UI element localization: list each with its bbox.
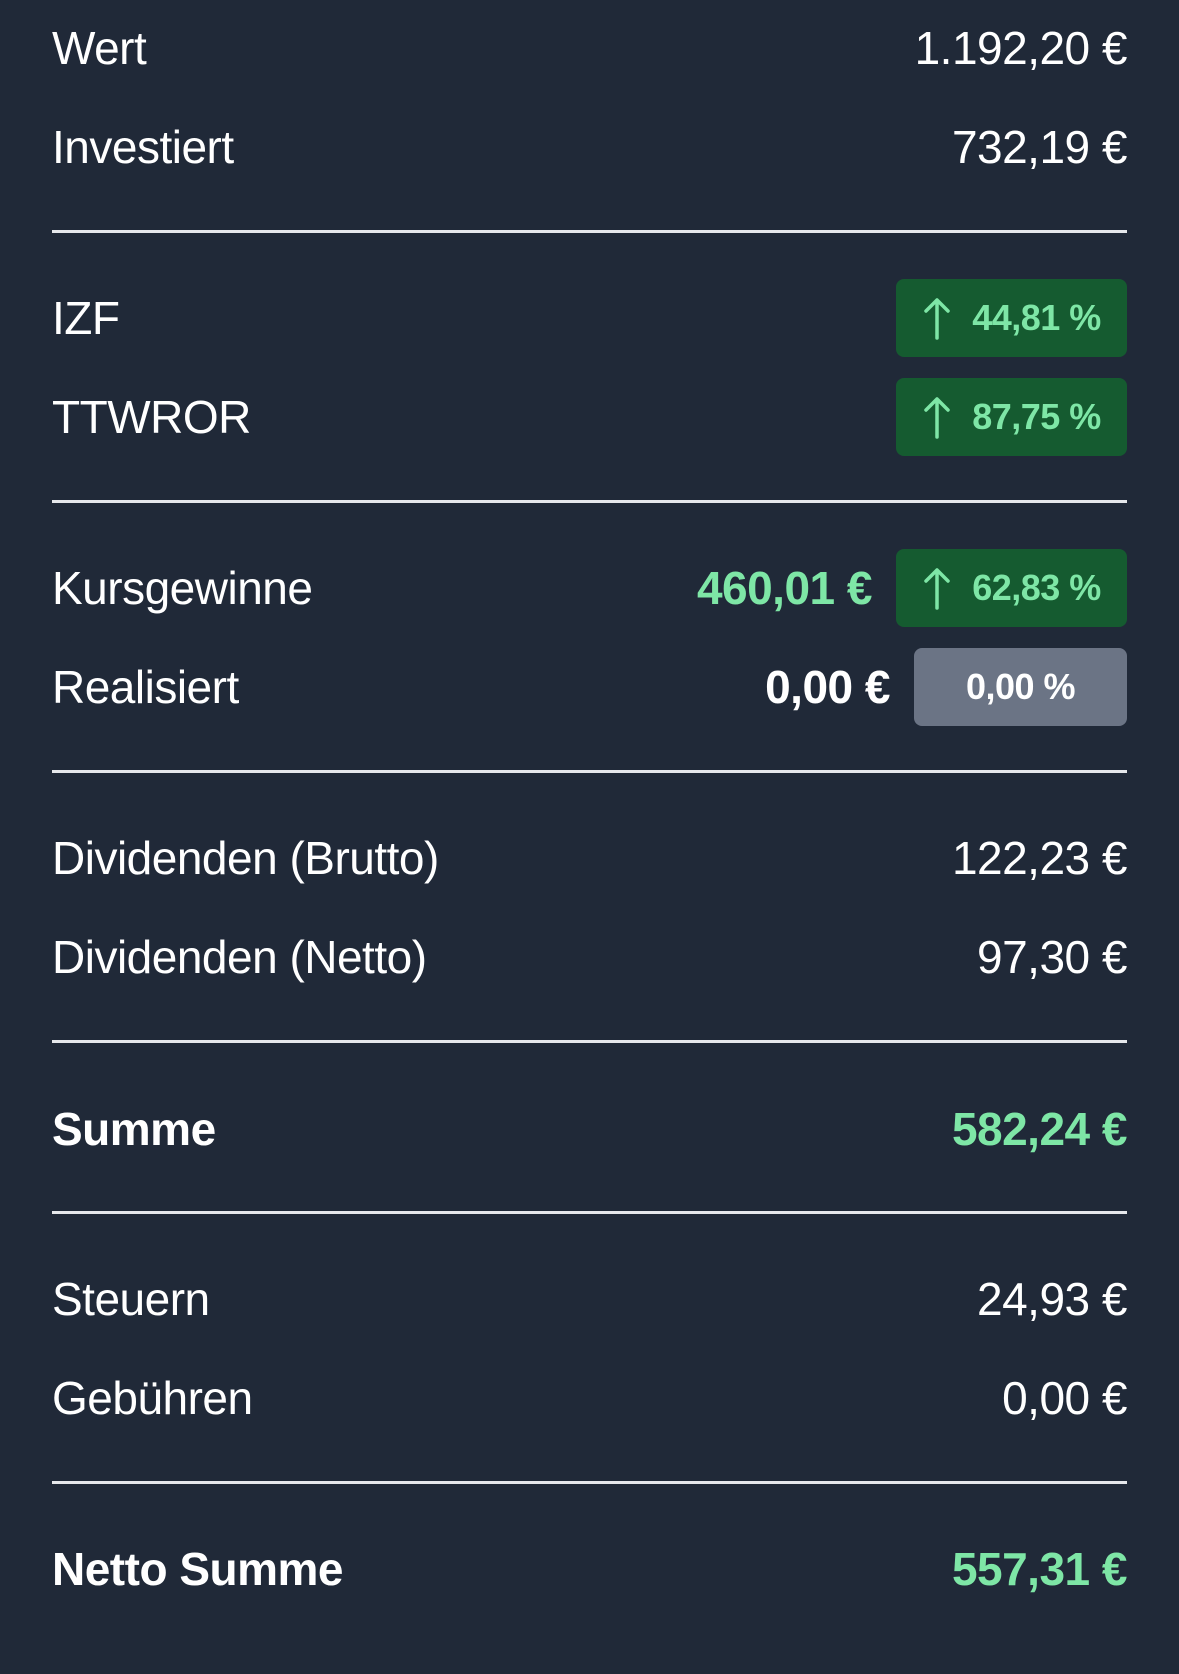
izf-percent: 44,81 % — [972, 297, 1101, 338]
dividenden-netto-label: Dividenden (Netto) — [52, 931, 427, 983]
divider — [52, 770, 1127, 773]
row-dividenden-netto: Dividenden (Netto) 97,30 € — [52, 915, 1127, 999]
divider — [52, 1481, 1127, 1484]
row-realisiert: Realisiert 0,00 € 0,00 % — [52, 645, 1127, 729]
row-kursgewinne: Kursgewinne 460,01 € 62,83 % — [52, 546, 1127, 630]
steuern-label: Steuern — [52, 1273, 210, 1325]
ttwror-label: TTWROR — [52, 391, 251, 443]
gebuehren-value: 0,00 € — [1002, 1372, 1127, 1424]
ttwror-percent: 87,75 % — [972, 396, 1101, 437]
summe-value: 582,24 € — [951, 1103, 1128, 1155]
kursgewinne-percent: 62,83 % — [972, 567, 1101, 608]
arrow-up-icon — [924, 397, 950, 439]
kursgewinne-value: 460,01 € — [696, 562, 873, 614]
arrow-up-icon — [924, 298, 950, 340]
izf-label: IZF — [52, 292, 120, 344]
ttwror-badge: 87,75 % — [896, 378, 1127, 456]
row-izf: IZF 44,81 % — [52, 276, 1127, 360]
row-summe: Summe 582,24 € — [52, 1087, 1128, 1171]
netto-summe-label: Netto Summe — [52, 1543, 343, 1595]
realisiert-badge: 0,00 % — [914, 648, 1127, 726]
realisiert-percent: 0,00 % — [965, 666, 1076, 707]
summe-label: Summe — [52, 1103, 216, 1155]
investiert-value: 732,19 € — [951, 121, 1128, 173]
gebuehren-label: Gebühren — [52, 1372, 253, 1424]
kursgewinne-values: 460,01 € 62,83 % — [697, 549, 1127, 627]
row-dividenden-brutto: Dividenden (Brutto) 122,23 € — [52, 816, 1128, 900]
kursgewinne-badge: 62,83 % — [896, 549, 1127, 627]
wert-label: Wert — [52, 22, 147, 74]
investiert-label: Investiert — [52, 121, 234, 173]
kursgewinne-label: Kursgewinne — [52, 562, 313, 614]
netto-summe-value: 557,31 € — [951, 1543, 1128, 1595]
row-investiert: Investiert 732,19 € — [52, 105, 1128, 189]
row-gebuehren: Gebühren 0,00 € — [52, 1356, 1127, 1440]
divider — [52, 1211, 1127, 1214]
row-ttwror: TTWROR 87,75 % — [52, 375, 1127, 459]
steuern-value: 24,93 € — [977, 1273, 1127, 1325]
row-steuern: Steuern 24,93 € — [52, 1257, 1127, 1341]
divider — [52, 230, 1127, 233]
realisiert-label: Realisiert — [52, 661, 239, 713]
realisiert-values: 0,00 € 0,00 % — [765, 648, 1127, 726]
row-netto-summe: Netto Summe 557,31 € — [52, 1527, 1128, 1611]
arrow-up-icon — [924, 568, 950, 610]
divider — [52, 1040, 1127, 1043]
row-wert: Wert 1.192,20 € — [52, 6, 1128, 90]
dividenden-brutto-label: Dividenden (Brutto) — [52, 832, 439, 884]
dividenden-netto-value: 97,30 € — [977, 931, 1127, 983]
realisiert-value: 0,00 € — [765, 661, 890, 713]
divider — [52, 500, 1127, 503]
wert-value: 1.192,20 € — [914, 22, 1128, 74]
dividenden-brutto-value: 122,23 € — [951, 832, 1128, 884]
izf-badge: 44,81 % — [896, 279, 1127, 357]
